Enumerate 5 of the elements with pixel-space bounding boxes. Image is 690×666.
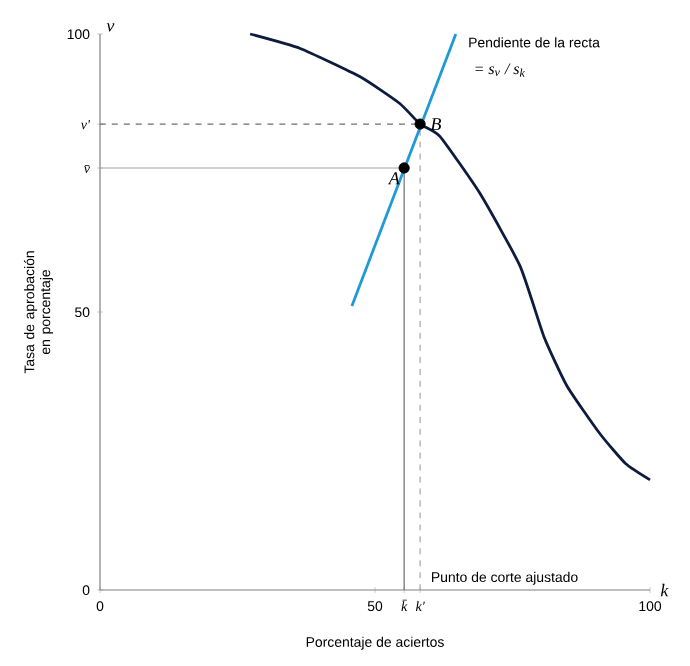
text: k <box>660 583 669 597</box>
annotation: B <box>430 118 442 130</box>
line-series <box>248 32 652 482</box>
text: v <box>106 23 115 32</box>
annotation: A <box>387 172 400 185</box>
